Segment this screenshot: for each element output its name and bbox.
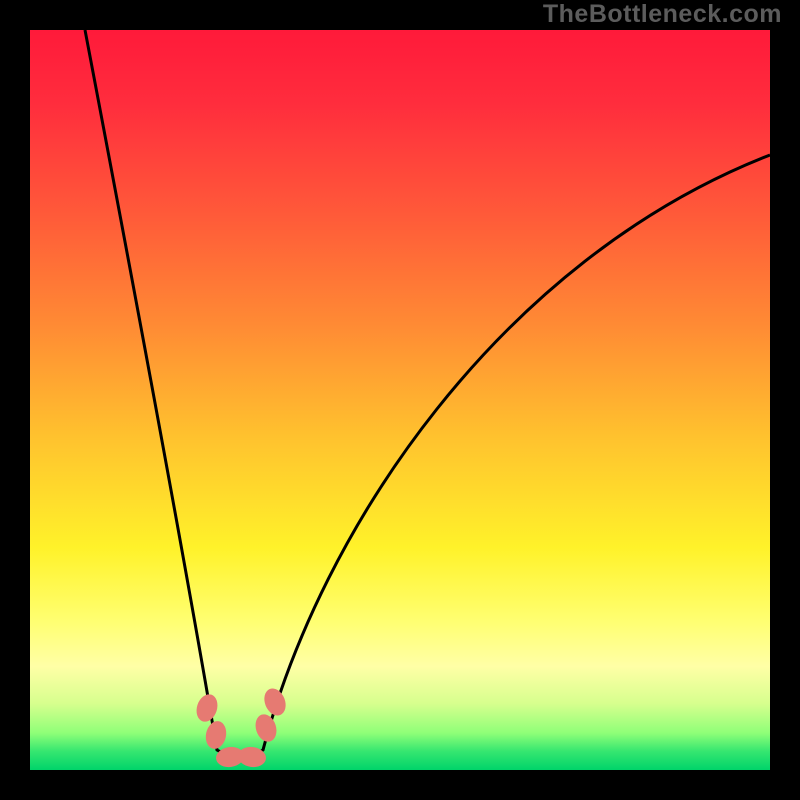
chart-svg (30, 30, 770, 770)
watermark-text: TheBottleneck.com (543, 0, 782, 29)
chart-container: TheBottleneck.com (0, 0, 800, 800)
gradient-background (30, 30, 770, 770)
chart-plot-area (30, 30, 770, 770)
